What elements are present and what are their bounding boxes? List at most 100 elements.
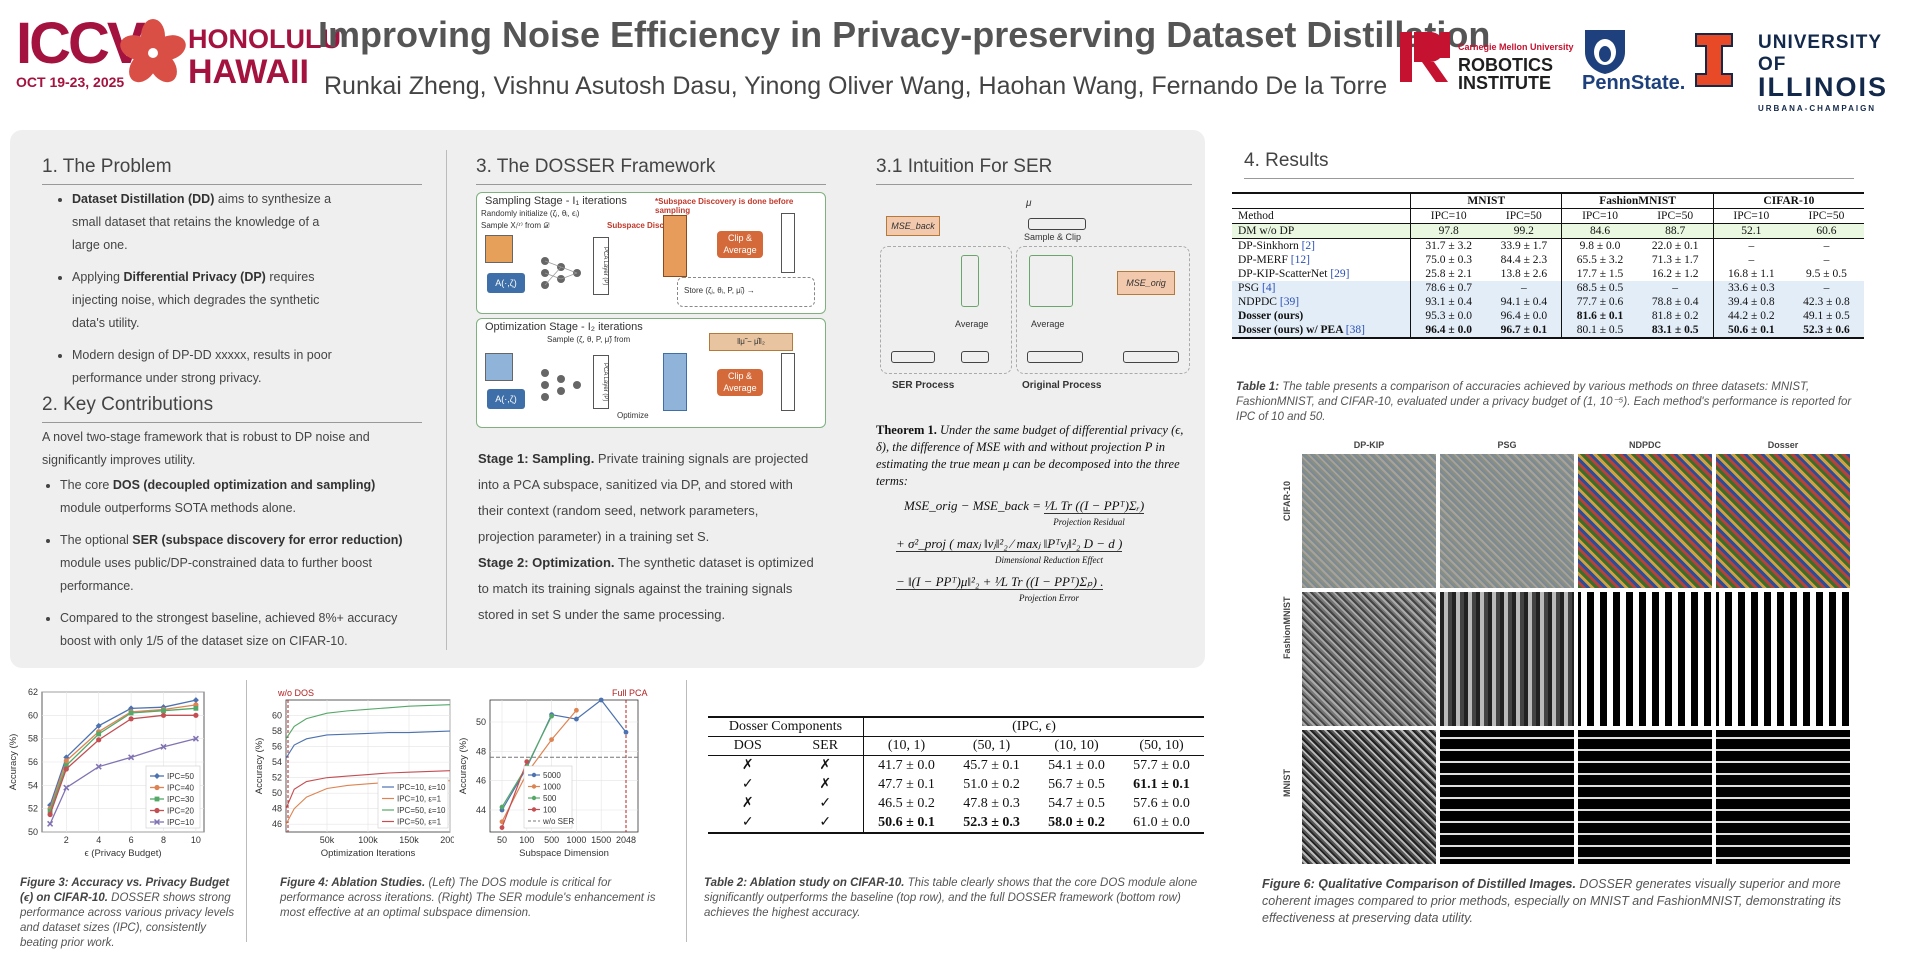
x-tick-label: 100 bbox=[519, 835, 534, 845]
accuracy-vs-privacy-chart: 50 52 54 56 58 60 62 2 4 6 8 10 ϵ (Privacy Budget) Ac… bbox=[8, 687, 205, 859]
method-cell: DP-KIP-ScatterNet [29] bbox=[1238, 268, 1350, 280]
fig4-caption-text: (Left) The DOS module is critical for pe… bbox=[280, 877, 656, 919]
grid-col-label: PSG bbox=[1497, 440, 1517, 450]
data-point bbox=[63, 766, 69, 772]
data-point bbox=[574, 716, 579, 722]
subspace-note: *Subspace Discovery is done before sampl… bbox=[655, 197, 794, 215]
synthetic-image-icon bbox=[485, 353, 513, 381]
tokens bbox=[961, 351, 989, 363]
tokens bbox=[891, 351, 935, 363]
mse-orig-box: MSE_orig bbox=[1117, 271, 1175, 295]
eq-term3: − ‖(I − PPᵀ)μ‖²₂ + ¹⁄L Tr ((I − PPᵀ)Σₚ) … bbox=[896, 574, 1104, 590]
value-cell: 96.4 ± 0.0 bbox=[1500, 310, 1548, 322]
method-cell: DP-MERF [12] bbox=[1238, 254, 1310, 266]
data-point bbox=[47, 808, 53, 814]
y-tick-label: 54 bbox=[28, 780, 38, 790]
x-tick-label: 1500 bbox=[591, 835, 611, 845]
data-point bbox=[95, 763, 102, 770]
value-cell: – bbox=[1712, 253, 1789, 267]
value-cell: 93.1 ± 0.4 bbox=[1410, 295, 1487, 309]
data-point bbox=[574, 707, 579, 713]
contrib-heading: 2. Key Contributions bbox=[42, 394, 214, 415]
value-cell: 68.5 ± 0.5 bbox=[1561, 281, 1638, 295]
ser-process-box: Average bbox=[880, 246, 1012, 374]
eq-label3: Projection Error bbox=[1018, 593, 1080, 603]
eq-term1: ¹⁄L Tr ((I − PPᵀ)Σᵣ) bbox=[1044, 498, 1145, 514]
annotation-label: w/o DOS bbox=[277, 688, 314, 698]
value-cell: 50.6 ± 0.1 bbox=[878, 814, 935, 830]
divider bbox=[1244, 178, 1854, 179]
table-row: DP-KIP-ScatterNet [29] 25.8 ± 2.1 13.8 ± 2… bbox=[1232, 267, 1864, 281]
y-tick-label: 46 bbox=[476, 776, 486, 786]
table-row: NDPDC [39] 93.1 ± 0.4 94.1 ± 0.4 77.7 ± 0.6… bbox=[1232, 295, 1864, 309]
series-line bbox=[49, 707, 196, 812]
results-heading: 4. Results bbox=[1244, 150, 1329, 171]
stage1-text: Private training signals are projected i… bbox=[478, 451, 809, 544]
x-tick-label: 50 bbox=[497, 835, 507, 845]
grid-row-label: FashionMNIST bbox=[1282, 596, 1292, 660]
data-point bbox=[524, 759, 530, 764]
legend-label: IPC=10 bbox=[167, 818, 194, 827]
eq-label1: Projection Residual bbox=[1053, 517, 1125, 527]
optimization-stage-diagram: Optimization Stage - I₂ iterations Sampl… bbox=[476, 318, 826, 428]
y-tick-label: 60 bbox=[28, 710, 38, 720]
illinois-block-i-icon bbox=[1695, 33, 1733, 87]
legend-label: IPC=50 bbox=[167, 772, 194, 781]
data-point bbox=[154, 784, 160, 791]
value-cell: 49.1 ± 0.5 bbox=[1803, 310, 1850, 322]
value-cell: 46.5 ± 0.2 bbox=[878, 795, 935, 811]
table-row: ✗ ✓ 46.5 ± 0.2 47.8 ± 0.3 54.7 ± 0.5 57.6 ± 0… bbox=[708, 794, 1204, 813]
ipc-header: IPC=10 bbox=[1712, 208, 1789, 224]
legend-label: IPC=20 bbox=[167, 807, 194, 816]
data-point bbox=[63, 758, 69, 764]
contrib-bullet-1: The core DOS (decoupled optimization and… bbox=[60, 474, 412, 520]
y-tick-label: 46 bbox=[272, 819, 282, 829]
value-cell: 84.6 bbox=[1561, 223, 1638, 239]
value-cell: 33.6 ± 0.3 bbox=[1712, 281, 1789, 295]
value-cell: 96.7 ± 0.1 bbox=[1500, 324, 1548, 336]
distilled-image-grid bbox=[1578, 454, 1712, 588]
grid-col-label: Dosser bbox=[1767, 440, 1799, 450]
distilled-image-grid bbox=[1440, 730, 1574, 864]
pca-layer: PCA Layer (P) bbox=[593, 355, 609, 409]
legend-label: IPC=50, ε=10 bbox=[397, 806, 446, 815]
average-label: Average bbox=[955, 319, 989, 329]
stage2-bold: Stage 2: Optimization. bbox=[478, 555, 615, 570]
value-cell: 95.3 ± 0.0 bbox=[1410, 309, 1487, 323]
value-cell: 25.8 ± 2.1 bbox=[1410, 267, 1487, 281]
sampling-sub2: Sample Xᵢ⁽ʳ⁾ from 𝒟 bbox=[481, 221, 550, 230]
y-tick-label: 58 bbox=[28, 734, 38, 744]
value-cell: 52.3 ± 0.3 bbox=[963, 814, 1020, 830]
intuition-heading: 3.1 Intuition For SER bbox=[876, 156, 1053, 177]
data-point bbox=[192, 697, 199, 704]
series-line bbox=[285, 730, 451, 759]
annotation-label: Full PCA bbox=[612, 688, 648, 698]
legend-label: IPC=40 bbox=[167, 784, 194, 793]
cmu-line2: INSTITUTE bbox=[1458, 73, 1551, 93]
fig3-caption: Figure 3: Accuracy vs. Privacy Budget (ϵ… bbox=[20, 876, 244, 951]
table-row: PSG [4] 78.6 ± 0.7 – 68.5 ± 0.5 – 33.6 ± 0.3 – bbox=[1232, 281, 1864, 295]
pennstate-logo-text: PennState. bbox=[1582, 72, 1686, 94]
distilled-image-grid bbox=[1302, 730, 1436, 864]
contrib-bullet-3: Compared to the strongest baseline, achi… bbox=[60, 607, 412, 653]
y-tick-label: 56 bbox=[28, 757, 38, 767]
data-point bbox=[47, 811, 53, 818]
components-header: Dosser Components bbox=[708, 717, 864, 737]
ablation-table: Dosser Components (IPC, ϵ) DOS SER (10, 1) (5… bbox=[708, 716, 1204, 834]
x-tick-label: 2 bbox=[64, 835, 69, 845]
data-point bbox=[153, 818, 161, 826]
column-divider bbox=[446, 150, 447, 650]
problem-heading: 1. The Problem bbox=[42, 156, 172, 177]
series-line bbox=[501, 709, 577, 823]
table-row: Dosser (ours) w/ PEA [38] 96.4 ± 0.0 96.7 … bbox=[1232, 323, 1864, 338]
y-tick-label: 58 bbox=[272, 726, 282, 736]
ipc-header: IPC=50 bbox=[1657, 210, 1694, 222]
x-tick-label: 2048 bbox=[616, 835, 636, 845]
distilled-image-grid bbox=[1440, 592, 1574, 726]
data-point bbox=[95, 722, 102, 729]
value-cell: 17.7 ± 1.5 bbox=[1561, 267, 1638, 281]
framework-body: Stage 1: Sampling. Private training sign… bbox=[478, 446, 818, 628]
column-divider bbox=[246, 680, 247, 942]
y-tick-label: 52 bbox=[28, 804, 38, 814]
table1-caption-text: The table presents a comparison of accur… bbox=[1236, 381, 1852, 423]
